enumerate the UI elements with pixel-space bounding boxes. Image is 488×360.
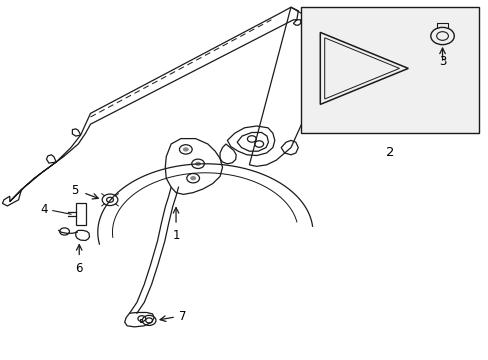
Text: 6: 6: [75, 262, 83, 275]
Circle shape: [190, 176, 196, 180]
Text: 4: 4: [41, 203, 48, 216]
Bar: [300, 7, 478, 133]
Text: 1: 1: [172, 229, 180, 242]
Text: 7: 7: [179, 310, 186, 323]
Text: 2: 2: [385, 146, 393, 159]
Text: 5: 5: [71, 184, 78, 197]
Circle shape: [195, 162, 201, 166]
Text: 3: 3: [438, 55, 446, 68]
Circle shape: [183, 147, 188, 152]
